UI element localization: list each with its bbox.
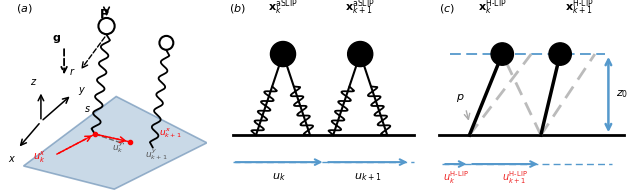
Text: $\mathbf{x}_k^{\mathrm{aSLIP}}$: $\mathbf{x}_k^{\mathrm{aSLIP}}$ xyxy=(268,0,298,17)
Text: $u_k^y$: $u_k^y$ xyxy=(112,140,124,155)
Circle shape xyxy=(271,41,296,67)
Text: $x$: $x$ xyxy=(8,154,16,164)
Circle shape xyxy=(159,36,173,50)
Text: $u_{k+1}^y$: $u_{k+1}^y$ xyxy=(145,147,168,162)
Text: $(b)$: $(b)$ xyxy=(229,2,246,15)
Text: $\mathbf{g}$: $\mathbf{g}$ xyxy=(52,33,61,45)
Text: $u_{k+1}$: $u_{k+1}$ xyxy=(355,172,381,183)
Text: $\mathbf{P}$: $\mathbf{P}$ xyxy=(99,8,110,21)
Text: $(c)$: $(c)$ xyxy=(438,2,454,15)
Text: $(a)$: $(a)$ xyxy=(16,2,33,15)
Text: $r$: $r$ xyxy=(68,66,75,77)
Text: $u_{k+1}^{\mathrm{H\text{-}LIP}}$: $u_{k+1}^{\mathrm{H\text{-}LIP}}$ xyxy=(502,170,528,186)
Text: $\mathbf{x}_{k+1}^{\mathrm{aSLIP}}$: $\mathbf{x}_{k+1}^{\mathrm{aSLIP}}$ xyxy=(345,0,375,17)
Text: $u_k$: $u_k$ xyxy=(272,172,286,183)
Text: $z_0$: $z_0$ xyxy=(616,89,628,101)
Text: $u_{k+1}^x$: $u_{k+1}^x$ xyxy=(159,126,181,140)
Text: $u_k^x$: $u_k^x$ xyxy=(33,150,45,165)
Text: $z$: $z$ xyxy=(29,77,37,87)
Text: $u_k^{\mathrm{H\text{-}LIP}}$: $u_k^{\mathrm{H\text{-}LIP}}$ xyxy=(443,170,469,186)
Circle shape xyxy=(549,43,572,65)
Text: $y$: $y$ xyxy=(77,85,86,97)
Polygon shape xyxy=(24,96,207,189)
Text: $\mathbf{x}_{k+1}^{\mathrm{H\text{-}LIP}}$: $\mathbf{x}_{k+1}^{\mathrm{H\text{-}LIP}… xyxy=(565,0,594,17)
Circle shape xyxy=(99,18,115,34)
Circle shape xyxy=(348,41,372,67)
Circle shape xyxy=(491,43,513,65)
Text: $s$: $s$ xyxy=(84,104,91,114)
Text: $\mathbf{x}_k^{\mathrm{H\text{-}LIP}}$: $\mathbf{x}_k^{\mathrm{H\text{-}LIP}}$ xyxy=(478,0,507,17)
Text: $p$: $p$ xyxy=(456,92,464,104)
